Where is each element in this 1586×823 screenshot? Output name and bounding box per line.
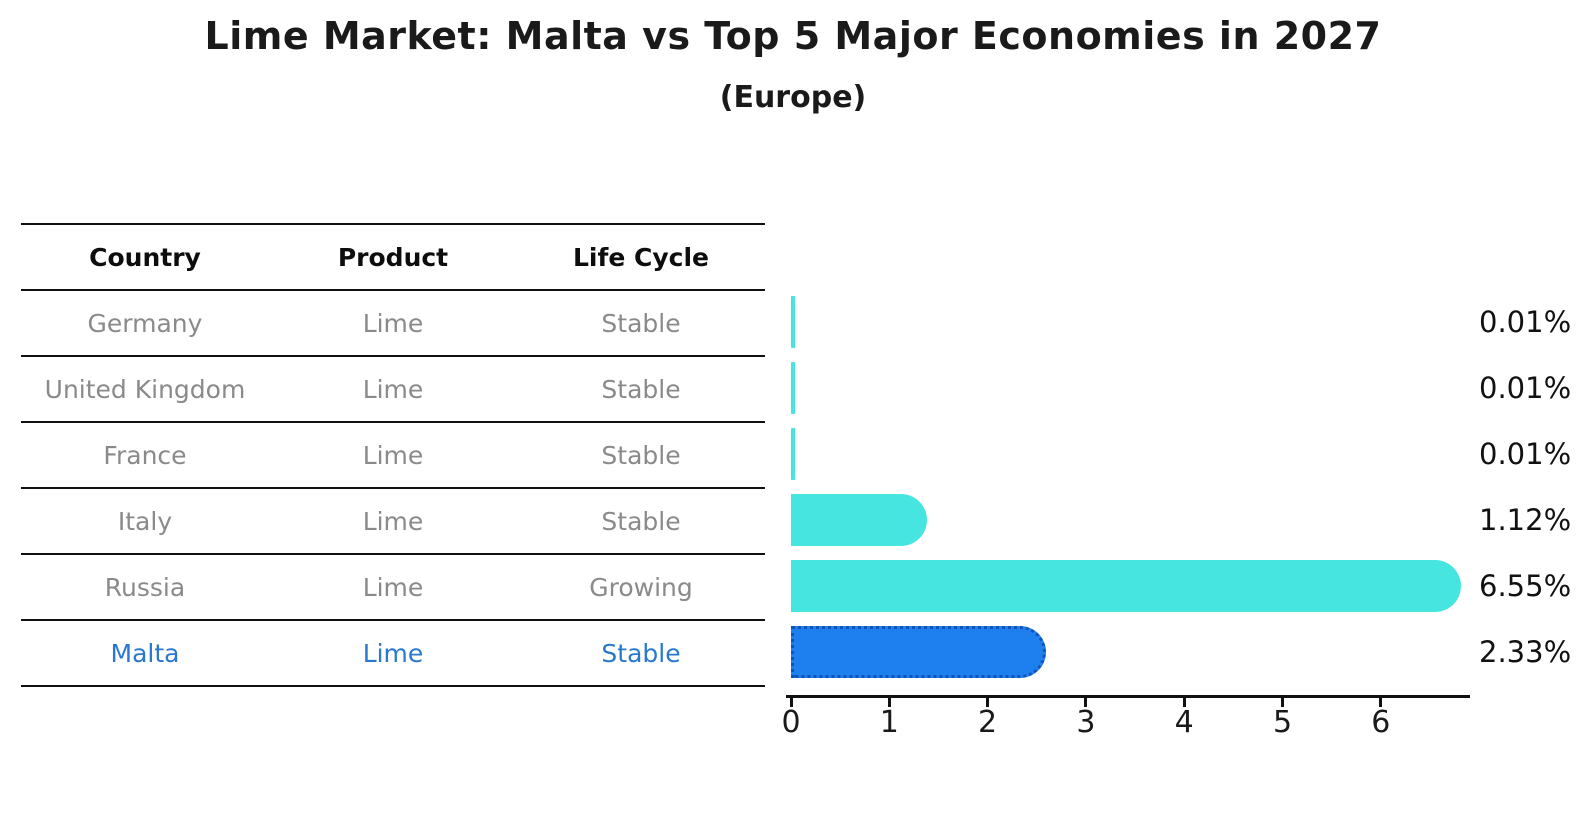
cell-life-cycle: Stable	[601, 440, 681, 470]
cell-country: United Kingdom	[44, 374, 246, 404]
bar-germany	[791, 296, 795, 348]
table-row-italy: Italy Lime Stable	[21, 489, 765, 555]
x-tick-mark-6	[1379, 698, 1383, 707]
cell-country: Malta	[110, 638, 180, 668]
cell-country: France	[103, 440, 187, 470]
table-row-france: France Lime Stable	[21, 423, 765, 489]
bar-france	[791, 428, 795, 480]
table-header-row: Country Product Life Cycle	[21, 225, 765, 291]
bar-united-kingdom	[791, 362, 795, 414]
x-tick-mark-4	[1182, 698, 1186, 707]
chart-title: Lime Market: Malta vs Top 5 Major Econom…	[204, 14, 1382, 58]
country-table: Country Product Life Cycle Germany Lime St…	[21, 223, 765, 687]
cell-life-cycle: Growing	[589, 572, 693, 602]
x-tick-mark-5	[1281, 698, 1284, 707]
value-label-russia: 6.55%	[1479, 569, 1572, 603]
x-tick-label-5: 5	[1272, 705, 1293, 740]
table-row-malta: Malta Lime Stable	[21, 621, 765, 687]
x-tick-label-0: 0	[781, 705, 801, 740]
table-row-united-kingdom: United Kingdom Lime Stable	[21, 357, 765, 423]
column-header-life-cycle: Life Cycle	[572, 242, 710, 272]
x-axis-line	[786, 695, 1470, 698]
column-header-country: Country	[89, 242, 201, 272]
value-label-malta: 2.33%	[1479, 635, 1572, 669]
value-label-germany: 0.01%	[1479, 305, 1572, 339]
x-tick-mark-2	[986, 698, 990, 707]
x-tick-label-6: 6	[1371, 705, 1391, 740]
value-label-italy: 1.12%	[1479, 503, 1572, 537]
x-tick-mark-3	[1084, 698, 1088, 707]
cell-product: Lime	[362, 638, 424, 668]
x-tick-label-1: 1	[879, 705, 899, 740]
x-tick-label-3: 3	[1076, 705, 1096, 740]
cell-life-cycle: Stable	[601, 638, 681, 668]
x-tick-label-2: 2	[978, 705, 998, 740]
bar-russia	[791, 560, 1461, 612]
cell-country: Germany	[87, 308, 203, 338]
bar-italy	[791, 494, 927, 546]
table-row-germany: Germany Lime Stable	[21, 291, 765, 357]
cell-product: Lime	[362, 374, 424, 404]
cell-product: Lime	[362, 308, 424, 338]
cell-life-cycle: Stable	[601, 308, 681, 338]
cell-product: Lime	[362, 572, 424, 602]
table-row-russia: Russia Lime Growing	[21, 555, 765, 621]
cell-life-cycle: Stable	[601, 374, 681, 404]
cell-product: Lime	[362, 506, 424, 536]
cell-country: Russia	[104, 572, 186, 602]
table-body: Germany Lime Stable United Kingdom Lime Stabl…	[21, 291, 765, 687]
x-tick-mark-1	[887, 698, 891, 707]
x-tick-mark-0	[789, 698, 793, 707]
cell-product: Lime	[362, 440, 424, 470]
bar-malta	[791, 626, 1046, 678]
x-tick-label-4: 4	[1174, 705, 1194, 740]
cell-life-cycle: Stable	[601, 506, 681, 536]
value-label-france: 0.01%	[1479, 437, 1572, 471]
cell-country: Italy	[117, 506, 173, 536]
column-header-product: Product	[337, 242, 449, 272]
value-label-united-kingdom: 0.01%	[1479, 371, 1572, 405]
chart-subtitle: (Europe)	[719, 80, 867, 115]
